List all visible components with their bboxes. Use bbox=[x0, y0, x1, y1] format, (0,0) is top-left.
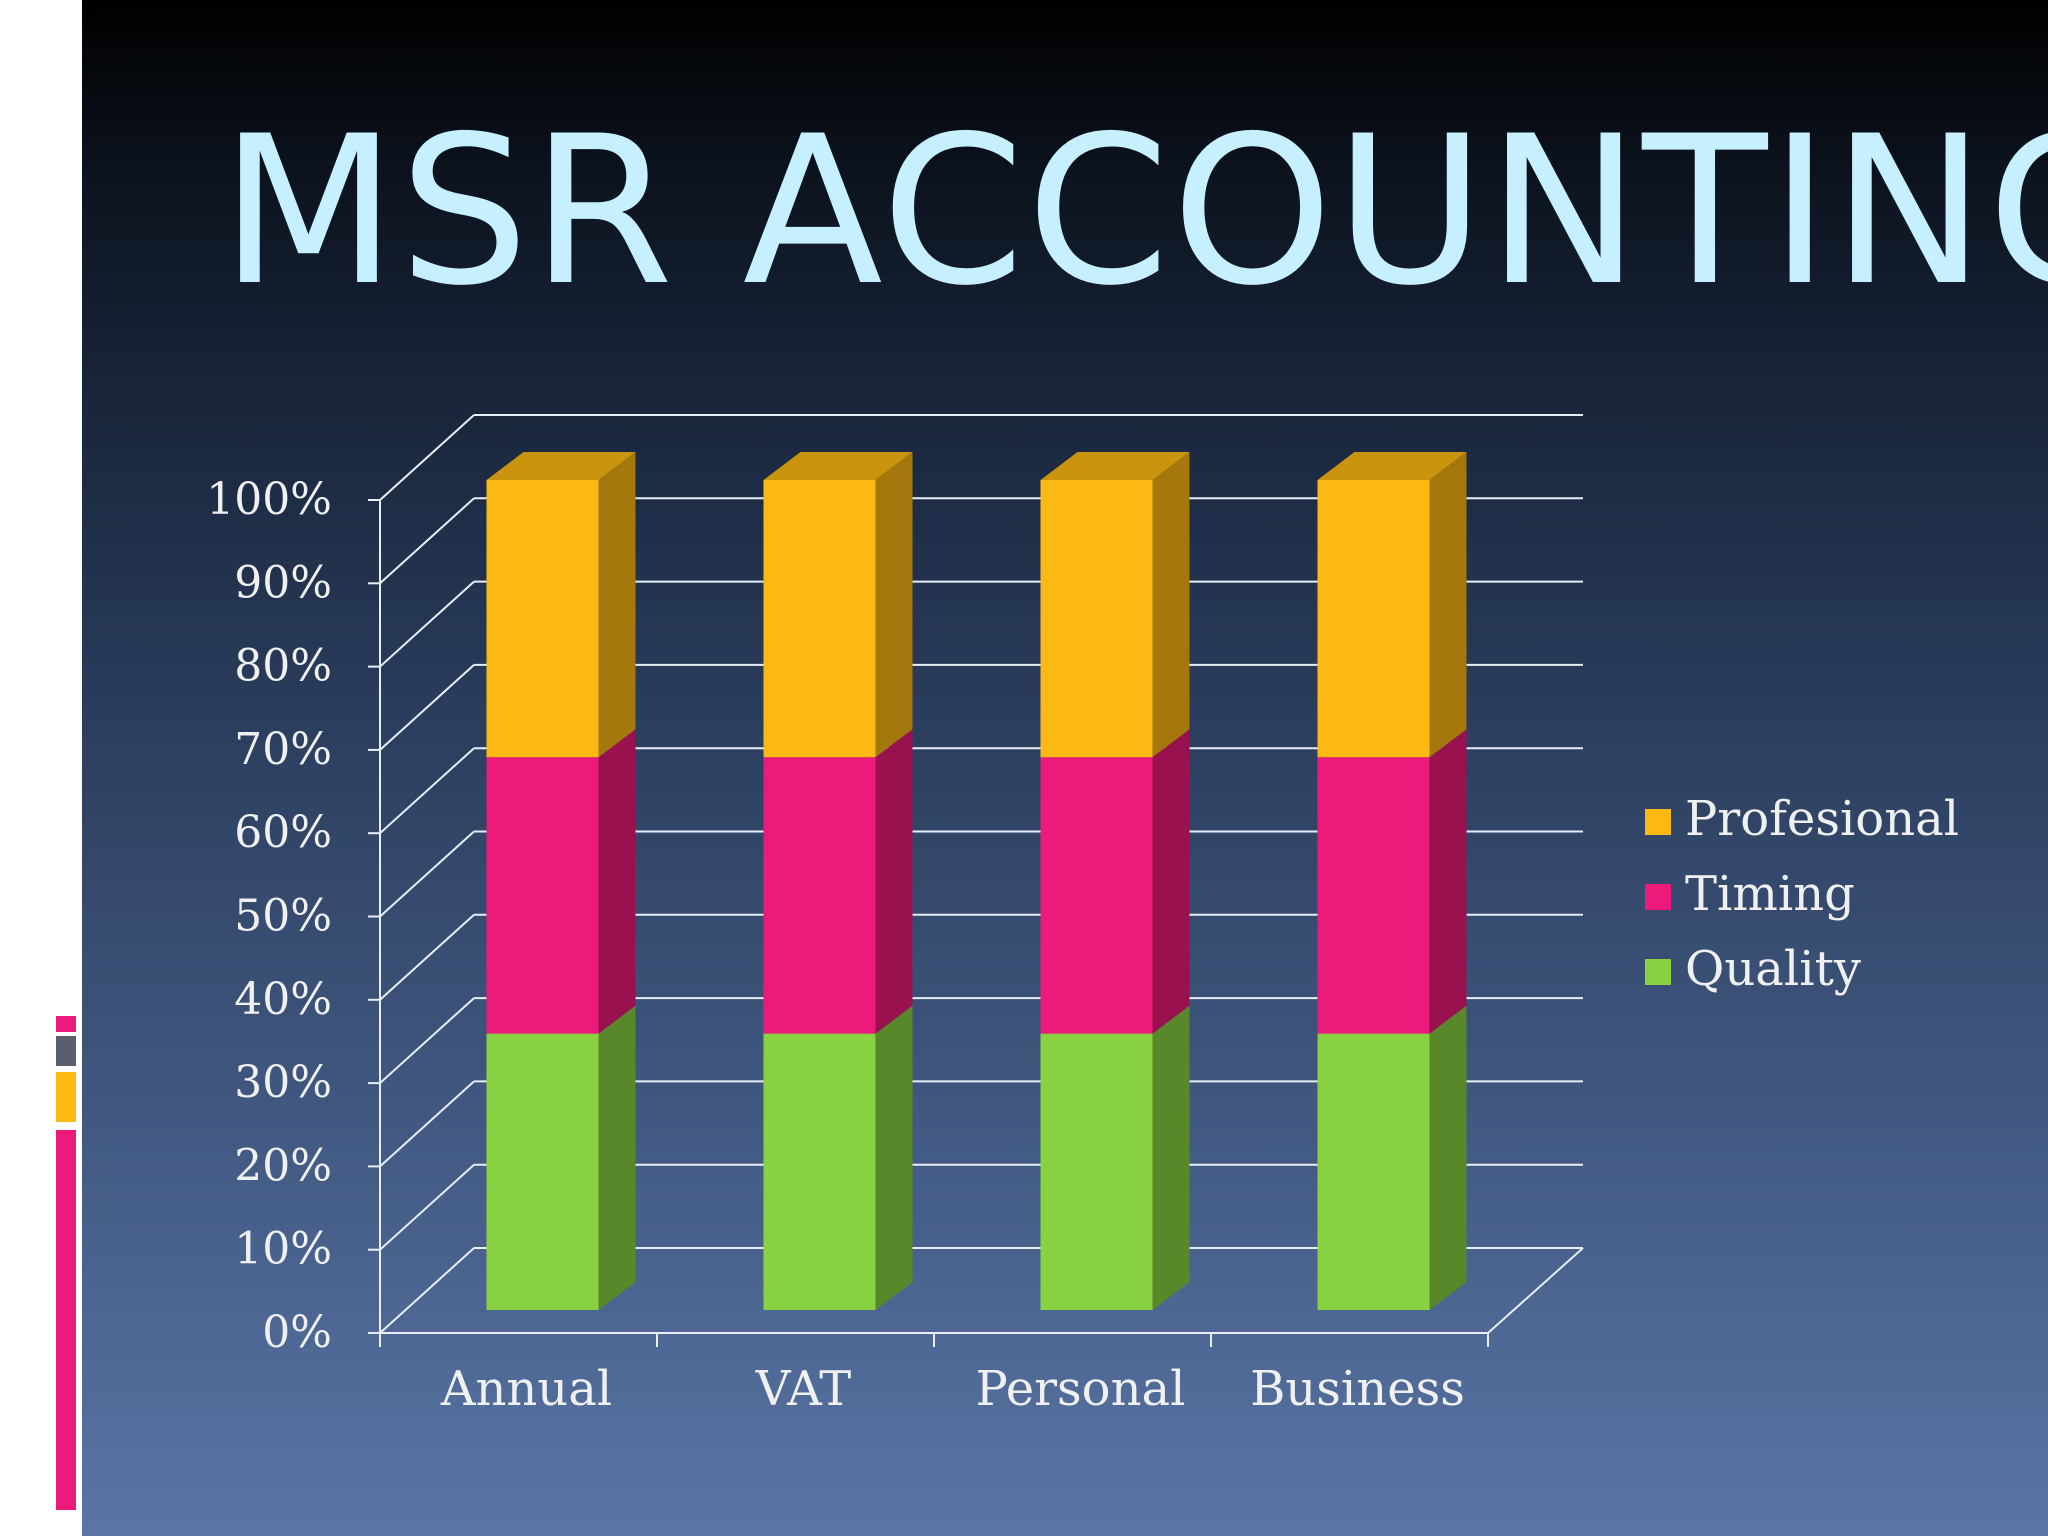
y-tick-label: 20% bbox=[234, 1140, 332, 1191]
y-tick-label: 90% bbox=[234, 557, 332, 608]
bar-segment-side bbox=[1429, 1005, 1467, 1310]
x-tick-label: Annual bbox=[440, 1361, 612, 1417]
bar-segment-side bbox=[875, 729, 913, 1034]
bar-top bbox=[763, 452, 913, 480]
legend-swatch bbox=[1645, 809, 1671, 835]
gridline-depth bbox=[379, 997, 475, 1084]
y-tick-label: 30% bbox=[234, 1057, 332, 1108]
y-tick-label: 60% bbox=[234, 807, 332, 858]
x-tick-label: Business bbox=[1250, 1361, 1465, 1417]
gridline-depth bbox=[379, 664, 475, 751]
gridline-depth bbox=[379, 1080, 475, 1168]
legend-swatch bbox=[1645, 884, 1671, 910]
x-tick-label: Personal bbox=[976, 1361, 1186, 1417]
legend-swatch bbox=[1645, 959, 1671, 985]
gridline-depth bbox=[379, 830, 475, 918]
y-tick-label: 50% bbox=[234, 891, 332, 942]
bar-segment-side bbox=[598, 1005, 636, 1310]
slide-title: MSR ACCOUNTING bbox=[220, 93, 2048, 331]
bar-segment-side bbox=[875, 452, 913, 758]
y-tick-label: 0% bbox=[262, 1307, 332, 1358]
bar-segment bbox=[1040, 480, 1153, 758]
gridline-depth bbox=[379, 747, 475, 834]
bar-top bbox=[1040, 452, 1190, 480]
bar-segment bbox=[763, 1033, 876, 1310]
bar-segment-side bbox=[1152, 452, 1190, 758]
bar-segment bbox=[486, 757, 599, 1034]
legend-label: Quality bbox=[1685, 941, 1861, 997]
bar-segment-side bbox=[598, 729, 636, 1034]
bar-top bbox=[1317, 452, 1467, 480]
y-tick-label: 70% bbox=[234, 724, 332, 775]
bar-segment bbox=[1317, 1033, 1430, 1310]
gridline-depth bbox=[379, 497, 475, 585]
gridline-depth bbox=[379, 580, 475, 668]
bar-segment bbox=[763, 480, 876, 758]
bar-segment-side bbox=[1152, 1005, 1190, 1310]
bar-segment bbox=[763, 757, 876, 1034]
legend-label: Profesional bbox=[1685, 791, 1959, 847]
gridline-depth bbox=[379, 914, 475, 1001]
bar-segment-side bbox=[1429, 452, 1467, 758]
legend-label: Timing bbox=[1685, 866, 1855, 922]
y-tick-label: 80% bbox=[234, 641, 332, 692]
bar-segment-side bbox=[1429, 729, 1467, 1034]
y-tick-label: 100% bbox=[206, 474, 332, 525]
bar-segment-side bbox=[875, 1005, 913, 1310]
y-tick-label: 10% bbox=[234, 1224, 332, 1275]
bar-top bbox=[486, 452, 636, 480]
bar-segment bbox=[1317, 757, 1430, 1034]
gridline-depth bbox=[379, 1247, 475, 1334]
bar-segment bbox=[486, 480, 599, 758]
y-tick-label: 40% bbox=[234, 974, 332, 1025]
bar-segment bbox=[1040, 1033, 1153, 1310]
bar-segment bbox=[486, 1033, 599, 1310]
gridline-depth bbox=[379, 1163, 475, 1251]
barcode-decoration bbox=[46, 150, 78, 236]
bar-segment-side bbox=[1152, 729, 1190, 1034]
x-tick-label: VAT bbox=[755, 1361, 851, 1417]
accent-bar-decoration bbox=[56, 1016, 76, 1510]
bar-segment bbox=[1040, 757, 1153, 1034]
bar-segment bbox=[1317, 480, 1430, 758]
gridline-depth bbox=[379, 414, 475, 501]
bar-segment-side bbox=[598, 452, 636, 758]
floor-edge bbox=[1487, 1247, 1584, 1334]
